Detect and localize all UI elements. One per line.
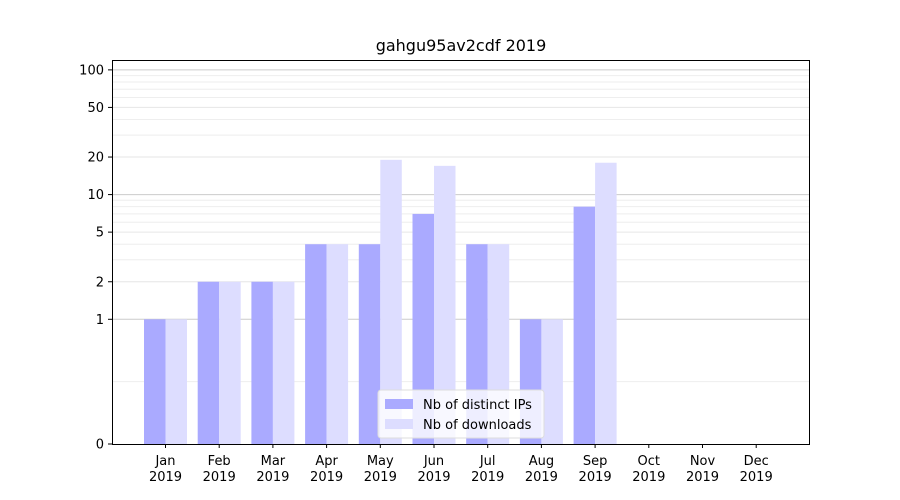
x-tick-label: Oct 2019 <box>632 454 665 485</box>
y-tick-label: 100 <box>79 63 104 78</box>
y-axis-ticks: 0 1 2 5 10 20 50 100 <box>79 63 112 453</box>
x-tick-label: Sep 2019 <box>579 454 612 485</box>
legend: Nb of distinct IPs Nb of downloads <box>377 389 545 439</box>
x-tick-label: Aug 2019 <box>525 454 558 485</box>
bar-distinct-ips <box>251 281 273 444</box>
legend-box <box>377 389 545 439</box>
axes <box>112 60 810 445</box>
legend-swatch <box>385 419 413 429</box>
x-tick-label: Feb 2019 <box>203 454 236 485</box>
legend-label: Nb of distinct IPs <box>423 398 532 413</box>
y-tick-label: 1 <box>96 313 104 328</box>
x-tick-label: Mar 2019 <box>256 454 289 485</box>
x-axis-ticks: Jan 2019 Feb 2019 Mar 2019 Apr 2019 May 2019 Jun 20… <box>149 444 773 485</box>
y-tick-label: 20 <box>87 151 104 166</box>
legend-label: Nb of downloads <box>423 418 532 433</box>
bar-distinct-ips <box>573 206 596 444</box>
x-tick-label: Dec 2019 <box>740 454 773 485</box>
x-tick-label: Apr 2019 <box>310 454 343 485</box>
bar-downloads <box>541 319 563 444</box>
chart-title: gahgu95av2cdf 2019 <box>376 36 547 55</box>
y-tick-label: 5 <box>96 226 104 241</box>
bar-downloads <box>434 165 456 444</box>
plot-frame <box>112 60 810 445</box>
bar-distinct-ips <box>197 281 220 444</box>
bar-distinct-ips <box>358 244 381 444</box>
legend-swatch <box>385 399 413 409</box>
bar-distinct-ips <box>144 319 166 444</box>
y-tick-label: 0 <box>96 438 104 453</box>
x-tick-label: Jan 2019 <box>149 454 182 485</box>
x-tick-label: Jul 2019 <box>471 454 504 485</box>
bar-downloads <box>219 281 241 444</box>
bar-distinct-ips <box>412 213 434 444</box>
y-tick-label: 2 <box>96 275 104 290</box>
bar-downloads <box>326 244 349 444</box>
grid-lines <box>112 69 809 383</box>
bars <box>144 159 617 444</box>
x-tick-label: Nov 2019 <box>686 454 719 485</box>
x-tick-label: Jun 2019 <box>417 454 450 485</box>
y-tick-label: 10 <box>87 188 104 203</box>
y-tick-label: 50 <box>87 101 104 116</box>
bar-downloads <box>380 159 402 444</box>
bar-distinct-ips <box>305 244 327 444</box>
bar-downloads <box>595 162 617 444</box>
bar-downloads <box>272 281 295 444</box>
bar-downloads <box>165 319 187 444</box>
x-tick-label: May 2019 <box>364 454 397 485</box>
